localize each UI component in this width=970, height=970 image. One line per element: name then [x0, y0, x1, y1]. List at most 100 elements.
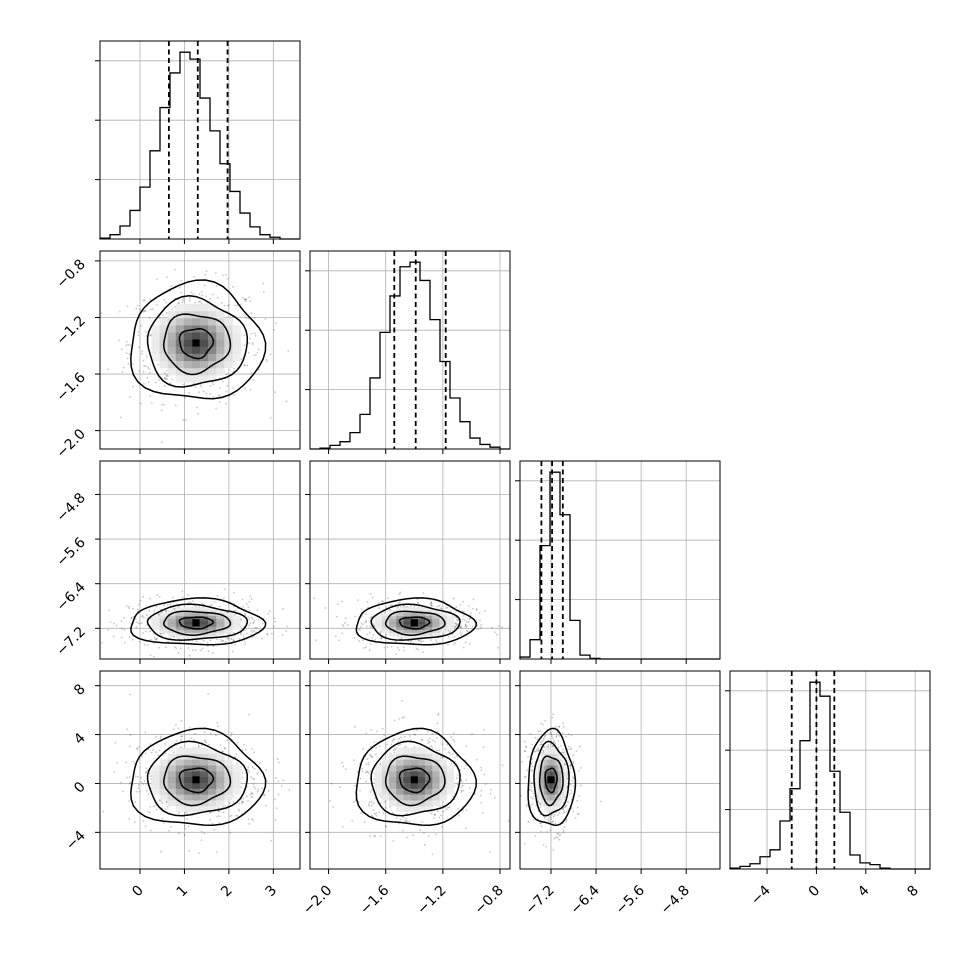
- scatter-point: [245, 298, 248, 301]
- scatter-point: [100, 312, 103, 315]
- density-cell: [191, 375, 201, 383]
- density-cell: [558, 753, 562, 760]
- x-tick-label: −4: [748, 882, 774, 908]
- scatter-point: [330, 782, 333, 785]
- scatter-point: [398, 738, 400, 740]
- scatter-point: [173, 635, 175, 638]
- scatter-point: [257, 788, 260, 791]
- scatter-point: [127, 343, 129, 346]
- density-cell: [403, 607, 411, 611]
- scatter-point: [532, 792, 535, 795]
- density-cell: [191, 771, 201, 778]
- density-cell: [159, 765, 168, 772]
- scatter-point: [433, 817, 435, 820]
- scatter-point: [344, 768, 347, 771]
- density-cell: [403, 626, 411, 631]
- scatter-point: [562, 732, 564, 734]
- scatter-point: [537, 746, 539, 749]
- scatter-point: [536, 738, 539, 740]
- density-cell: [167, 788, 177, 795]
- scatter-point: [552, 713, 555, 716]
- density-cell: [417, 635, 426, 639]
- scatter-point: [162, 314, 165, 316]
- density-cell: [558, 788, 562, 795]
- density-cell: [417, 747, 426, 754]
- scatter-point: [246, 364, 249, 367]
- scatter-point: [156, 594, 159, 596]
- scatter-point: [257, 618, 260, 621]
- scatter-point: [252, 819, 254, 821]
- y-tick-label: −1.2: [53, 313, 88, 348]
- density-cell: [417, 629, 426, 633]
- density-cell: [200, 303, 209, 312]
- scatter-point: [254, 626, 257, 629]
- scatter-point: [370, 728, 372, 731]
- scatter-point: [156, 637, 158, 640]
- scatter-point: [222, 640, 225, 643]
- scatter-point: [175, 647, 178, 650]
- density-cell: [167, 332, 177, 340]
- scatter-point: [531, 769, 534, 771]
- density-cell: [558, 794, 562, 801]
- density-cell: [191, 310, 201, 319]
- x-tick-label: 1: [174, 883, 192, 901]
- scatter-point: [464, 623, 467, 626]
- scatter-point: [278, 761, 280, 764]
- scatter-point: [256, 790, 259, 793]
- density-cell: [175, 615, 185, 619]
- density-cell: [159, 759, 168, 766]
- scatter-point: [404, 735, 406, 738]
- scatter-point: [254, 631, 257, 634]
- scatter-point: [155, 751, 158, 754]
- density-cell: [555, 765, 559, 772]
- scatter-point: [393, 751, 396, 754]
- scatter-point: [447, 635, 450, 638]
- density-cell: [552, 759, 556, 766]
- scatter-point: [380, 637, 383, 639]
- density-cell: [183, 782, 193, 789]
- scatter-point: [562, 748, 565, 751]
- density-cell: [439, 621, 447, 625]
- scatter-point: [281, 634, 284, 637]
- scatter-point: [145, 335, 148, 337]
- scatter-point: [456, 623, 459, 626]
- scatter-point: [477, 628, 480, 631]
- scatter-point: [226, 304, 229, 307]
- density-cell: [396, 624, 404, 628]
- scatter-point: [422, 651, 424, 654]
- density-cell: [403, 747, 411, 754]
- x-tick-label: −5.6: [613, 882, 648, 917]
- density-cell: [159, 794, 168, 801]
- scatter-point: [408, 820, 411, 823]
- scatter-point: [188, 299, 191, 302]
- density-cell: [446, 626, 455, 631]
- scatter-point: [244, 748, 247, 751]
- scatter-point: [163, 371, 166, 374]
- scatter-point: [163, 298, 166, 301]
- density-cell: [183, 794, 193, 801]
- scatter-point: [367, 772, 370, 775]
- density-cell: [403, 621, 411, 625]
- scatter-point: [188, 601, 191, 604]
- density-cell: [183, 317, 193, 326]
- density-cell: [417, 610, 426, 614]
- scatter-point: [144, 825, 147, 828]
- scatter-point: [564, 753, 566, 756]
- scatter-point: [471, 625, 474, 628]
- scatter-point: [226, 739, 229, 741]
- density-cell: [191, 794, 201, 801]
- scatter-point: [212, 396, 215, 398]
- scatter-point: [155, 638, 158, 641]
- density-cell: [410, 635, 419, 639]
- density-cell: [425, 747, 433, 754]
- scatter-point: [436, 737, 438, 739]
- scatter-point: [403, 716, 405, 718]
- scatter-point: [135, 790, 138, 793]
- scatter-point: [469, 612, 472, 615]
- scatter-point: [218, 387, 221, 389]
- scatter-point: [142, 359, 145, 362]
- scatter-point: [434, 833, 437, 836]
- density-cell: [546, 800, 550, 807]
- scatter-point: [125, 604, 128, 607]
- scatter-point: [154, 804, 157, 807]
